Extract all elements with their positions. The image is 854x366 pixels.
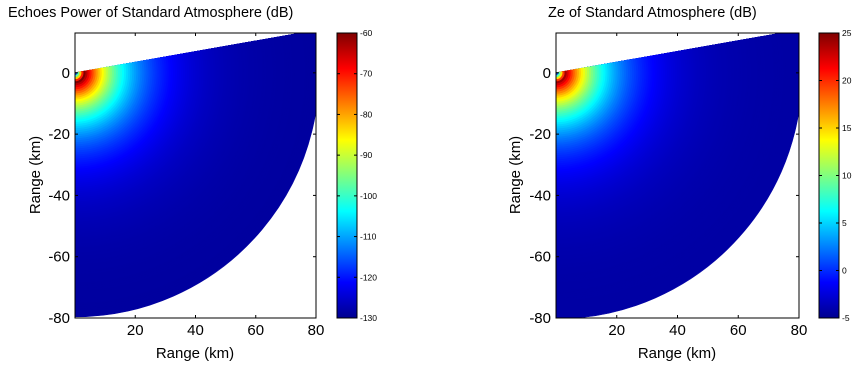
y-axis-label: Range (km) xyxy=(507,136,524,214)
colorbar-tick-label: -110 xyxy=(360,232,377,242)
colorbar-tick-label: -70 xyxy=(360,69,373,79)
axis-ticks: 20 40 60 80 0 -20 -40 -60 -80 xyxy=(48,33,324,339)
x-tick-label: 60 xyxy=(247,322,264,339)
colorbar-ticks: 25 20 15 10 5 0 -5 xyxy=(819,28,852,323)
y-tick-label: -60 xyxy=(529,249,551,266)
colorbar-tick-label: 15 xyxy=(842,123,852,133)
x-tick-label: 40 xyxy=(669,322,686,339)
axis-ticks: 20 40 60 80 0 -20 -40 -60 -80 xyxy=(529,33,807,339)
chart-title: Echoes Power of Standard Atmosphere (dB) xyxy=(8,5,293,21)
y-tick-label: -20 xyxy=(48,126,70,143)
colorbar-tick-label: 25 xyxy=(842,28,852,38)
x-tick-label: 60 xyxy=(730,322,747,339)
colorbar-tick-label: 0 xyxy=(842,266,847,276)
colorbar-tick-label: 10 xyxy=(842,171,852,181)
panel-echoes-power: Echoes Power of Standard Atmosphere (dB)… xyxy=(8,5,377,362)
y-axis-label: Range (km) xyxy=(27,136,44,214)
colorbar-tick-label: -80 xyxy=(360,109,373,119)
x-tick-label: 80 xyxy=(308,322,325,339)
colorbar-tick-label: -90 xyxy=(360,150,373,160)
panel-ze: Ze of Standard Atmosphere (dB) 20 40 60 80 0… xyxy=(507,5,852,362)
colorbar-tick-label: -120 xyxy=(360,272,377,282)
y-tick-label: -40 xyxy=(48,187,70,204)
heatmap-field xyxy=(556,33,799,318)
colorbar-tick-label: 5 xyxy=(842,218,847,228)
chart-title: Ze of Standard Atmosphere (dB) xyxy=(548,5,757,21)
colorbar-ticks: -60 -70 -80 -90 -100 -110 -120 -130 xyxy=(337,28,377,323)
colorbar-tick-label: 20 xyxy=(842,76,852,86)
y-tick-label: -20 xyxy=(529,126,551,143)
y-tick-label: 0 xyxy=(62,65,70,82)
y-tick-label: -40 xyxy=(529,187,551,204)
y-tick-label: -80 xyxy=(529,310,551,327)
y-tick-label: -80 xyxy=(48,310,70,327)
y-tick-label: -60 xyxy=(48,249,70,266)
x-tick-label: 20 xyxy=(127,322,144,339)
heatmap-field xyxy=(75,33,316,318)
colorbar-tick-label: -5 xyxy=(842,313,850,323)
x-tick-label: 80 xyxy=(791,322,808,339)
x-axis-label: Range (km) xyxy=(156,345,234,362)
y-tick-label: 0 xyxy=(543,65,551,82)
colorbar-tick-label: -130 xyxy=(360,313,377,323)
x-tick-label: 40 xyxy=(187,322,204,339)
x-axis-label: Range (km) xyxy=(638,345,716,362)
colorbar-tick-label: -60 xyxy=(360,28,373,38)
x-tick-label: 20 xyxy=(608,322,625,339)
colorbar-tick-label: -100 xyxy=(360,191,377,201)
colorbar xyxy=(336,32,358,319)
